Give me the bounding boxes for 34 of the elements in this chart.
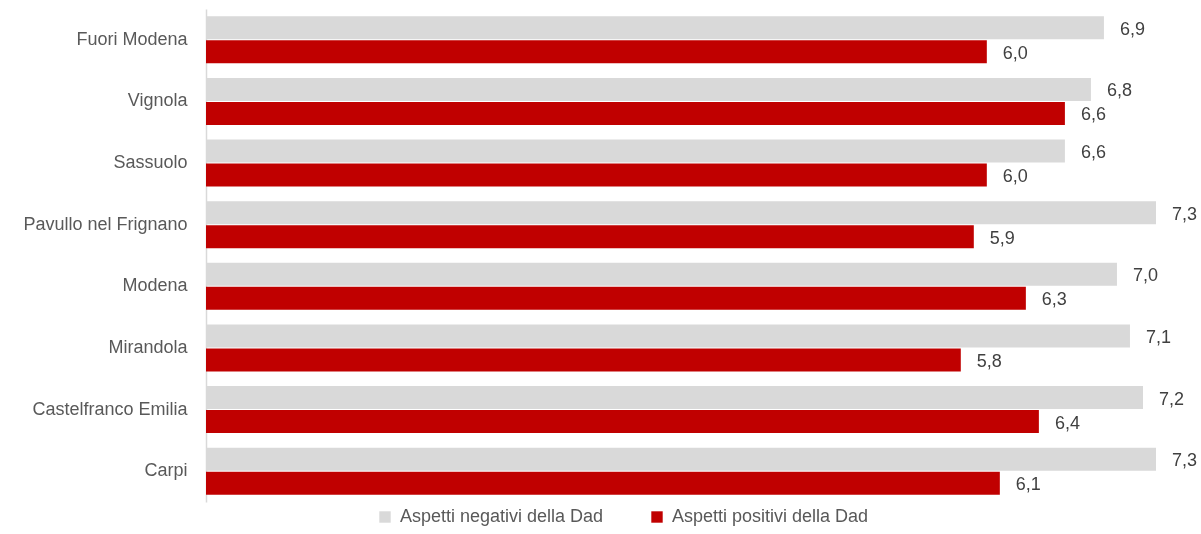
data-label: 6,9	[1119, 18, 1145, 39]
data-label: 7,3	[1172, 450, 1198, 471]
data-label: 6,0	[1002, 166, 1028, 187]
data-label: 6,6	[1080, 104, 1106, 125]
bar	[206, 471, 1000, 495]
bar	[206, 40, 987, 64]
data-label: 6,6	[1080, 142, 1106, 163]
bar	[206, 348, 961, 372]
bar	[206, 163, 987, 187]
data-label: 6,3	[1041, 289, 1067, 310]
data-label: 7,0	[1132, 265, 1158, 286]
data-label: 7,1	[1145, 326, 1171, 347]
legend-label: Aspetti positivi della Dad	[672, 506, 869, 526]
bar	[206, 410, 1039, 434]
y-tick-label: Castelfranco Emilia	[32, 398, 189, 419]
data-label: 6,4	[1054, 412, 1080, 433]
y-tick-label: Vignola	[127, 90, 189, 111]
y-tick-label: Pavullo nel Frignano	[23, 213, 188, 234]
data-label: 6,1	[1015, 474, 1041, 495]
bar	[206, 286, 1026, 310]
data-label: 6,0	[1002, 42, 1028, 63]
y-tick-label: Mirandola	[108, 336, 189, 357]
data-label: 5,9	[989, 227, 1015, 248]
bar	[206, 225, 974, 249]
data-label: 5,8	[976, 350, 1002, 371]
data-label: 6,8	[1106, 80, 1132, 101]
data-label: 7,2	[1158, 388, 1185, 409]
legend-label: Aspetti negativi della Dad	[400, 506, 604, 526]
y-tick-label: Carpi	[144, 460, 188, 481]
bar	[206, 101, 1065, 125]
data-label: 7,3	[1172, 203, 1198, 224]
y-tick-label: Sassuolo	[113, 152, 188, 173]
y-tick-label: Modena	[122, 275, 189, 296]
y-tick-label: Fuori Modena	[76, 28, 189, 49]
